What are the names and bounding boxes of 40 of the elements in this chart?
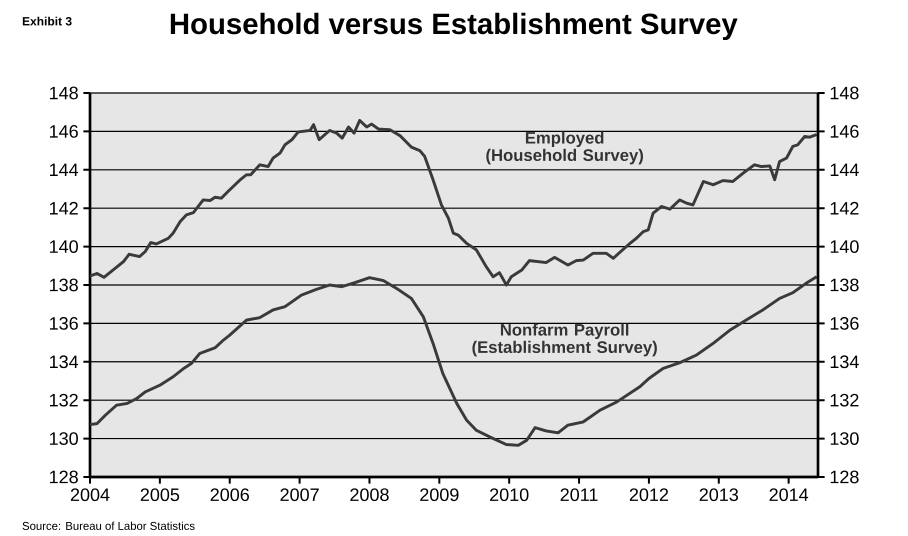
y-tick-label: 138 xyxy=(50,278,78,292)
y-tick-label: 130 xyxy=(50,432,78,445)
y-tick-label: 136 xyxy=(50,317,78,330)
y-tick-label: 140 xyxy=(50,240,78,253)
line-series xyxy=(90,275,818,447)
y2-tick-label: 134 xyxy=(830,355,859,368)
source-note: Source: Bureau of Labor Statistics xyxy=(22,522,195,530)
y-tick-label: 146 xyxy=(50,125,78,138)
chart-title: Household versus Establishment Survey xyxy=(170,12,738,40)
y2-tick-label: 136 xyxy=(830,317,859,330)
x-tick-label: 2004 xyxy=(70,488,110,502)
x-tick-label: 2013 xyxy=(700,488,738,502)
y-tick-label: 132 xyxy=(50,394,78,407)
y-tick-label: 128 xyxy=(50,470,78,484)
y2-tick-label: 132 xyxy=(830,394,858,407)
y2-tick-label: 142 xyxy=(830,202,858,214)
x-tick-label: 2014 xyxy=(770,488,808,502)
y2-tick-label: 140 xyxy=(830,240,859,253)
x-tick-label: 2012 xyxy=(630,488,668,502)
y2-tick-label: 146 xyxy=(830,125,859,138)
x-tick-label: 2009 xyxy=(420,488,458,502)
x-tick-label: 2007 xyxy=(280,488,319,502)
y-tick-label: 148 xyxy=(50,86,78,100)
y2-tick-label: 138 xyxy=(830,278,859,292)
x-tick-label: 2008 xyxy=(350,488,389,502)
x-tick-label: 2010 xyxy=(490,488,528,502)
y-tick-label: 142 xyxy=(50,202,78,214)
series-label: Nonfarm Payroll (Establishment Survey) xyxy=(472,323,657,356)
y2-tick-label: 144 xyxy=(830,164,859,176)
y-tick-label: 144 xyxy=(50,164,78,176)
line-series xyxy=(90,118,818,286)
x-tick-label: 2011 xyxy=(560,488,598,502)
x-tick-label: 2005 xyxy=(140,488,180,502)
text: Employed (Household Survey) xyxy=(486,131,643,164)
y2-tick-label: 148 xyxy=(830,86,859,100)
x-tick-label: 2006 xyxy=(210,488,249,502)
y-tick-label: 134 xyxy=(50,355,78,368)
y2-tick-label: 128 xyxy=(830,470,859,484)
y2-tick-label: 130 xyxy=(830,432,859,445)
text: Exhibit 3 xyxy=(22,16,72,26)
